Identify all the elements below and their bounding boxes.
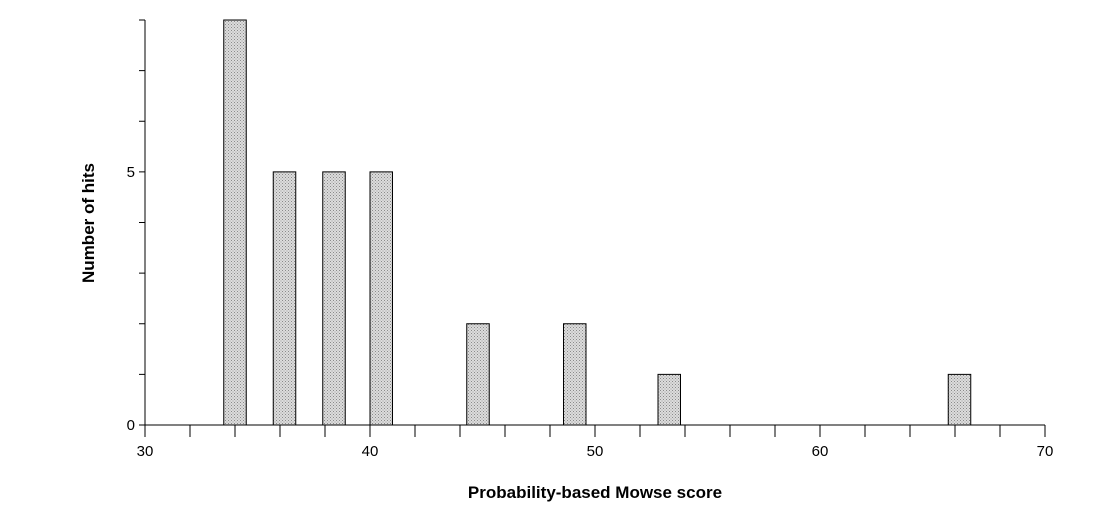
x-tick-label: 70 [1037,443,1054,460]
histogram-bar [657,373,681,426]
histogram-bar [466,323,490,426]
y-tick-label: 5 [127,164,135,181]
x-axis-title: Probability-based Mowse score [468,483,722,502]
axes: 0 5 30 40 50 60 70 [127,19,1054,460]
x-tick-label: 30 [137,443,154,460]
histogram-bar [272,171,297,426]
histogram-bar [947,373,972,426]
x-tick-label: 40 [362,443,379,460]
histogram-bar [223,19,247,426]
x-tick-label: 60 [812,443,829,460]
y-axis-title: Number of hits [79,163,98,283]
histogram-bar [322,171,346,426]
histogram-bar [369,171,393,426]
histogram-bar [563,323,587,426]
y-tick-label: 0 [127,417,135,434]
bars [223,19,972,426]
axis-labels: Probability-based Mowse score Number of … [79,163,722,502]
x-tick-label: 50 [587,443,604,460]
